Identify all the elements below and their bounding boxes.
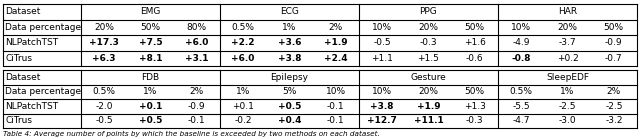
Text: 1%: 1%: [282, 23, 297, 32]
Text: -4.9: -4.9: [513, 38, 530, 47]
Text: -3.0: -3.0: [559, 116, 576, 125]
Text: Dataset: Dataset: [5, 73, 40, 82]
Text: 20%: 20%: [419, 87, 438, 96]
Text: Table 4: Average number of points by which the baseline is exceeded by two metho: Table 4: Average number of points by whi…: [3, 131, 380, 137]
Text: Data percentage: Data percentage: [5, 87, 81, 96]
Text: HAR: HAR: [558, 7, 577, 16]
Text: +0.4: +0.4: [278, 116, 301, 125]
Text: 20%: 20%: [419, 23, 438, 32]
Text: -0.1: -0.1: [188, 116, 205, 125]
Text: 0.5%: 0.5%: [509, 87, 532, 96]
Text: -2.0: -2.0: [95, 102, 113, 111]
Text: -0.3: -0.3: [466, 116, 484, 125]
Text: -0.6: -0.6: [466, 54, 484, 63]
Text: +12.7: +12.7: [367, 116, 397, 125]
Text: 1%: 1%: [236, 87, 250, 96]
Text: -2.5: -2.5: [559, 102, 576, 111]
Text: Gesture: Gesture: [411, 73, 446, 82]
Text: 50%: 50%: [465, 23, 485, 32]
Text: 2%: 2%: [607, 87, 621, 96]
Text: 0.5%: 0.5%: [232, 23, 255, 32]
Text: +3.1: +3.1: [185, 54, 209, 63]
Text: +0.1: +0.1: [139, 102, 162, 111]
Text: -0.7: -0.7: [605, 54, 623, 63]
Text: -0.2: -0.2: [234, 116, 252, 125]
Text: SleepEDF: SleepEDF: [546, 73, 589, 82]
Text: +11.1: +11.1: [413, 116, 444, 125]
Text: +1.6: +1.6: [464, 38, 486, 47]
Text: 10%: 10%: [372, 87, 392, 96]
Text: 50%: 50%: [140, 23, 161, 32]
Text: +3.6: +3.6: [278, 38, 301, 47]
Text: 50%: 50%: [465, 87, 485, 96]
Text: 2%: 2%: [189, 87, 204, 96]
Text: 10%: 10%: [326, 87, 346, 96]
Text: +0.5: +0.5: [139, 116, 162, 125]
Text: +1.9: +1.9: [417, 102, 440, 111]
Text: +3.8: +3.8: [278, 54, 301, 63]
Text: Dataset: Dataset: [5, 7, 40, 16]
Text: +7.5: +7.5: [139, 38, 163, 47]
Text: -0.3: -0.3: [420, 38, 437, 47]
Text: 50%: 50%: [604, 23, 624, 32]
Text: ECG: ECG: [280, 7, 299, 16]
Text: 10%: 10%: [372, 23, 392, 32]
Text: 1%: 1%: [560, 87, 575, 96]
Text: -5.5: -5.5: [513, 102, 530, 111]
Text: 1%: 1%: [143, 87, 157, 96]
Text: -3.2: -3.2: [605, 116, 623, 125]
Text: 10%: 10%: [511, 23, 531, 32]
Text: +2.4: +2.4: [324, 54, 348, 63]
Text: +2.2: +2.2: [232, 38, 255, 47]
Text: +6.0: +6.0: [185, 38, 209, 47]
Text: Data percentage: Data percentage: [5, 23, 81, 32]
Text: NLPatchTST: NLPatchTST: [5, 102, 58, 111]
Text: -0.5: -0.5: [373, 38, 391, 47]
Text: +0.5: +0.5: [278, 102, 301, 111]
Text: -0.1: -0.1: [327, 116, 345, 125]
Text: CiTrus: CiTrus: [5, 54, 32, 63]
Text: -0.8: -0.8: [511, 54, 531, 63]
Text: +1.5: +1.5: [417, 54, 440, 63]
Text: 2%: 2%: [329, 23, 343, 32]
Text: PPG: PPG: [420, 7, 437, 16]
Text: +0.2: +0.2: [557, 54, 579, 63]
Text: -0.9: -0.9: [605, 38, 623, 47]
Text: 0.5%: 0.5%: [93, 87, 116, 96]
Text: -3.7: -3.7: [559, 38, 576, 47]
Text: EMG: EMG: [140, 7, 161, 16]
Text: +17.3: +17.3: [89, 38, 119, 47]
Text: +1.1: +1.1: [371, 54, 393, 63]
Text: 80%: 80%: [187, 23, 207, 32]
Text: +8.1: +8.1: [139, 54, 163, 63]
Text: 5%: 5%: [282, 87, 297, 96]
Text: -2.5: -2.5: [605, 102, 623, 111]
Text: -4.7: -4.7: [513, 116, 530, 125]
Text: +1.9: +1.9: [324, 38, 348, 47]
Text: 20%: 20%: [94, 23, 114, 32]
Text: -0.9: -0.9: [188, 102, 205, 111]
Text: +1.3: +1.3: [464, 102, 486, 111]
Text: -0.5: -0.5: [95, 116, 113, 125]
Text: Epilepsy: Epilepsy: [271, 73, 308, 82]
Text: +6.0: +6.0: [232, 54, 255, 63]
Text: +6.3: +6.3: [92, 54, 116, 63]
Text: CiTrus: CiTrus: [5, 116, 32, 125]
Text: 20%: 20%: [557, 23, 577, 32]
Text: +3.8: +3.8: [371, 102, 394, 111]
Text: FDB: FDB: [141, 73, 159, 82]
Text: NLPatchTST: NLPatchTST: [5, 38, 58, 47]
Text: -0.1: -0.1: [327, 102, 345, 111]
Text: +0.1: +0.1: [232, 102, 254, 111]
